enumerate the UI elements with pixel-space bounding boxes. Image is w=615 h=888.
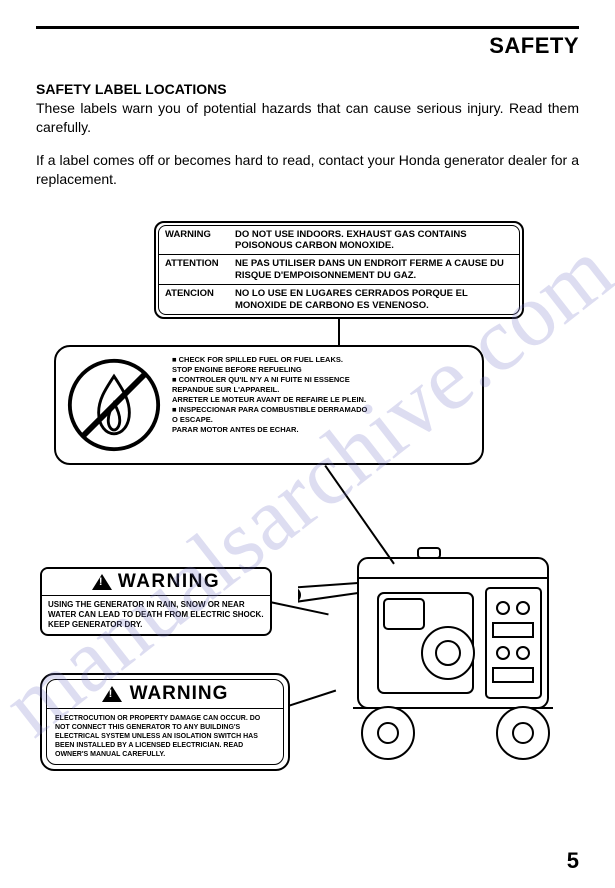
label3-head: WARNING bbox=[42, 569, 270, 596]
intro-paragraph-2: If a label comes off or becomes hard to … bbox=[36, 151, 579, 189]
label4-head-text: WARNING bbox=[130, 683, 229, 705]
label1-row-attention: ATTENTION NE PAS UTILISER DANS UN ENDROI… bbox=[159, 254, 519, 284]
figure-area: WARNING DO NOT USE INDOORS. EXHAUST GAS … bbox=[36, 203, 579, 813]
label1-msg-0: DO NOT USE INDOORS. EXHAUST GAS CONTAINS… bbox=[235, 229, 513, 252]
intro-paragraph-1: These labels warn you of potential hazar… bbox=[36, 99, 579, 137]
label2-line-4: ARRETER LE MOTEUR AVANT DE REFAIRE LE PL… bbox=[172, 395, 472, 405]
label2-line-5: INSPECCIONAR PARA COMBUSTIBLE DERRAMADO bbox=[172, 405, 472, 415]
label2-line-1: STOP ENGINE BEFORE REFUELING bbox=[172, 365, 472, 375]
label1-tag-1: ATTENTION bbox=[165, 258, 235, 281]
section-heading: SAFETY LABEL LOCATIONS bbox=[36, 81, 579, 97]
header-rule bbox=[36, 26, 579, 29]
label-electrocution-warning: WARNING ELECTROCUTION OR PROPERTY DAMAGE… bbox=[40, 673, 290, 771]
label1-tag-0: WARNING bbox=[165, 229, 235, 252]
label-rain-warning: WARNING USING THE GENERATOR IN RAIN, SNO… bbox=[40, 567, 272, 636]
label1-msg-1: NE PAS UTILISER DANS UN ENDROIT FERME A … bbox=[235, 258, 513, 281]
label1-tag-2: ATENCION bbox=[165, 288, 235, 311]
page-header: SAFETY bbox=[36, 33, 579, 59]
label3-head-text: WARNING bbox=[118, 571, 220, 593]
label2-line-7: PARAR MOTOR ANTES DE ECHAR. bbox=[172, 425, 472, 435]
no-flame-icon bbox=[66, 357, 162, 453]
label4-head: WARNING bbox=[47, 680, 283, 709]
label2-text: CHECK FOR SPILLED FUEL OR FUEL LEAKS. ST… bbox=[172, 347, 482, 463]
label1-msg-2: NO LO USE EN LUGARES CERRADOS PORQUE EL … bbox=[235, 288, 513, 311]
page-number: 5 bbox=[567, 848, 579, 874]
warning-triangle-icon bbox=[102, 686, 122, 702]
label2-line-6: O ESCAPE. bbox=[172, 415, 472, 425]
label-exhaust-warning: WARNING DO NOT USE INDOORS. EXHAUST GAS … bbox=[154, 221, 524, 319]
label2-line-2: CONTROLER QU'IL N'Y A NI FUITE NI ESSENC… bbox=[172, 375, 472, 385]
warning-triangle-icon bbox=[92, 574, 112, 590]
label4-body: ELECTROCUTION OR PROPERTY DAMAGE CAN OCC… bbox=[47, 709, 283, 764]
label-fuel-check: CHECK FOR SPILLED FUEL OR FUEL LEAKS. ST… bbox=[54, 345, 484, 465]
label3-body: USING THE GENERATOR IN RAIN, SNOW OR NEA… bbox=[42, 596, 270, 634]
label1-row-warning: WARNING DO NOT USE INDOORS. EXHAUST GAS … bbox=[159, 226, 519, 255]
label2-line-0: CHECK FOR SPILLED FUEL OR FUEL LEAKS. bbox=[172, 355, 472, 365]
generator-illustration bbox=[298, 533, 578, 768]
label1-row-atencion: ATENCION NO LO USE EN LUGARES CERRADOS P… bbox=[159, 284, 519, 314]
label2-line-3: REPANDUE SUR L'APPAREIL. bbox=[172, 385, 472, 395]
